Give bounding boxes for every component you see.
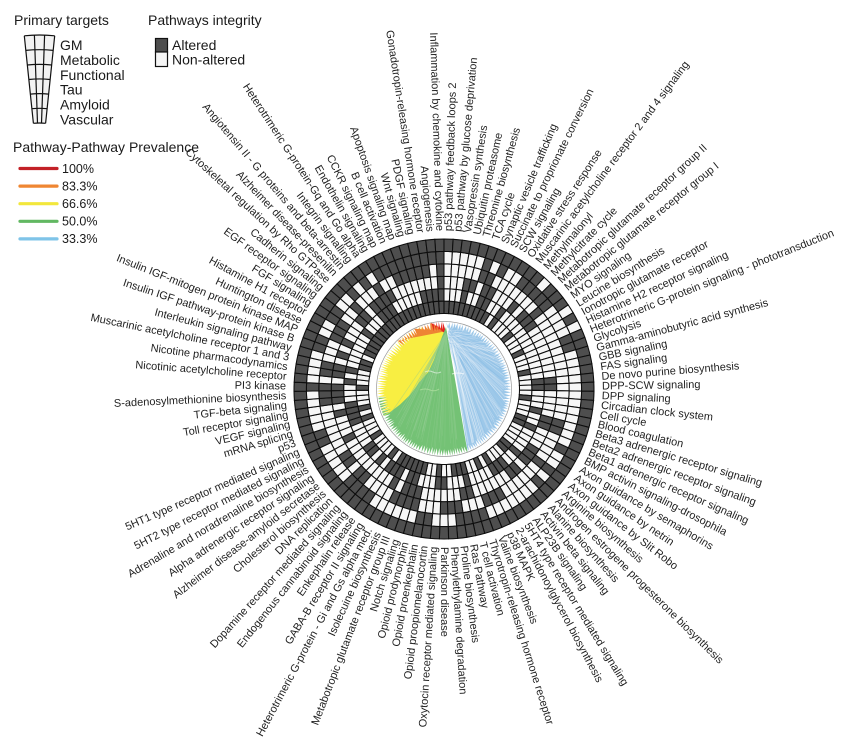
svg-text:PI3 kinase: PI3 kinase <box>235 380 287 393</box>
svg-text:DPP signaling: DPP signaling <box>602 390 671 405</box>
svg-text:50.0%: 50.0% <box>62 215 97 229</box>
svg-text:Non-altered: Non-altered <box>172 52 245 68</box>
svg-text:Amyloid: Amyloid <box>60 97 110 113</box>
svg-text:100%: 100% <box>62 162 94 176</box>
svg-text:Pathway-Pathway Prevalence: Pathway-Pathway Prevalence <box>13 139 199 155</box>
svg-text:Functional: Functional <box>60 67 125 83</box>
svg-text:83.3%: 83.3% <box>62 179 97 193</box>
svg-text:Tau: Tau <box>60 82 83 98</box>
svg-text:p53: p53 <box>276 438 297 456</box>
svg-text:p53 pathway feedback loops 2: p53 pathway feedback loops 2 <box>443 82 459 231</box>
svg-text:Metabolic: Metabolic <box>60 52 120 68</box>
svg-text:Vascular: Vascular <box>60 112 114 128</box>
svg-text:66.6%: 66.6% <box>62 197 97 211</box>
svg-text:Primary targets: Primary targets <box>14 12 109 28</box>
svg-text:Altered: Altered <box>172 37 216 53</box>
svg-text:DPP-SCW signaling: DPP-SCW signaling <box>602 379 701 393</box>
svg-text:33.3%: 33.3% <box>62 232 97 246</box>
svg-text:Parkinson disease: Parkinson disease <box>438 547 450 637</box>
svg-text:Pathways integrity: Pathways integrity <box>148 12 262 28</box>
svg-text:GM: GM <box>60 37 83 53</box>
